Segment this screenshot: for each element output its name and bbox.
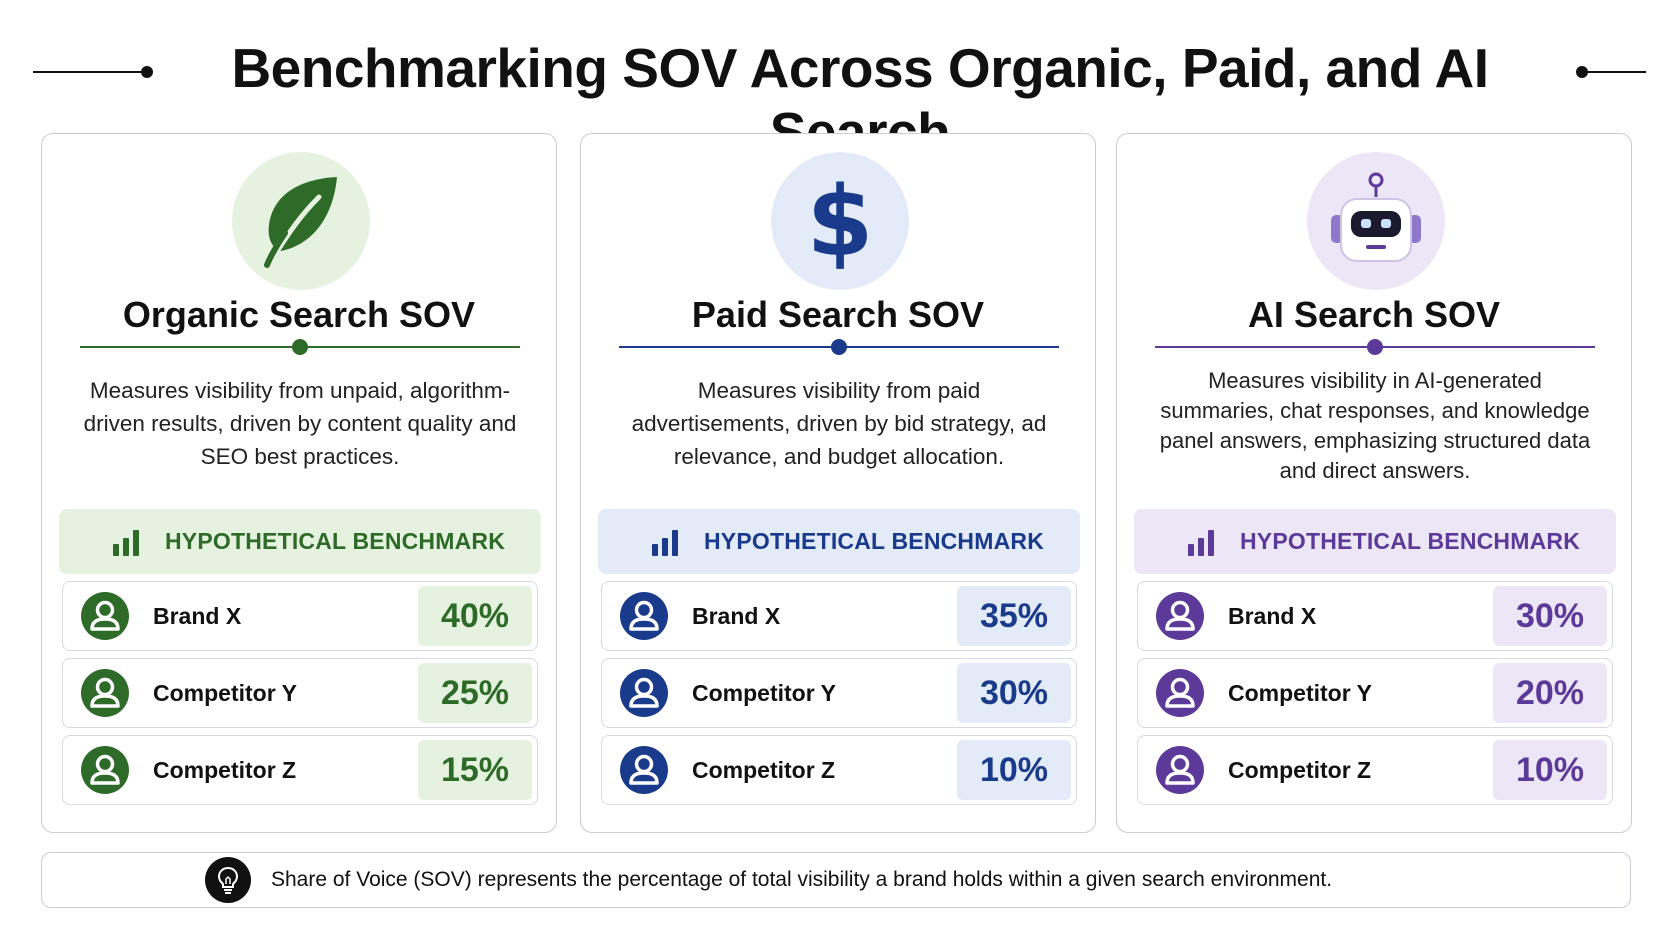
brand-label: Brand X xyxy=(1228,602,1317,629)
brand-label: Competitor Z xyxy=(153,756,297,783)
page-title: Benchmarking SOV Across Organic, Paid, a… xyxy=(231,37,1489,163)
ai-search-card: AI Search SOV Measures visibility in AI-… xyxy=(1116,133,1632,833)
title-row: Benchmarking SOV Across Organic, Paid, a… xyxy=(0,32,1672,163)
lightbulb-icon xyxy=(205,857,251,903)
benchmark-header: HYPOTHETICAL BENCHMARK xyxy=(598,509,1080,574)
brand-label: Brand X xyxy=(153,602,242,629)
footnote-box: Share of Voice (SOV) represents the perc… xyxy=(41,852,1631,908)
brand-label: Brand X xyxy=(692,602,781,629)
paid-icon-circle: $ xyxy=(771,152,909,290)
footnote-text: Share of Voice (SOV) represents the perc… xyxy=(271,868,1333,891)
user-icon xyxy=(81,592,129,640)
title-rule-left xyxy=(33,71,145,73)
brand-label: Competitor Y xyxy=(153,679,297,706)
user-icon xyxy=(1156,746,1204,794)
sov-value: 10% xyxy=(957,740,1071,800)
sov-value: 30% xyxy=(1493,586,1607,646)
sov-value: 40% xyxy=(418,586,532,646)
card-title: AI Search SOV xyxy=(1247,294,1501,335)
benchmark-header: HYPOTHETICAL BENCHMARK xyxy=(1134,509,1616,574)
benchmark-label: HYPOTHETICAL BENCHMARK xyxy=(1240,528,1581,554)
card-description: Measures visibility from paid advertisem… xyxy=(631,378,1047,469)
user-icon xyxy=(81,746,129,794)
bar-chart-icon xyxy=(640,515,694,569)
benchmark-row: Brand X 40% xyxy=(62,581,538,651)
robot-icon xyxy=(1321,171,1431,271)
benchmark-row: Competitor Z 10% xyxy=(601,735,1077,805)
bar-chart-icon xyxy=(101,515,155,569)
title-dot-left xyxy=(141,66,153,78)
user-icon xyxy=(620,746,668,794)
title-rule-right xyxy=(1582,71,1646,73)
card-title: Organic Search SOV xyxy=(122,294,476,335)
brand-label: Competitor Y xyxy=(1228,679,1372,706)
user-icon xyxy=(620,669,668,717)
user-icon xyxy=(81,669,129,717)
benchmark-label: HYPOTHETICAL BENCHMARK xyxy=(704,528,1045,554)
sov-value: 15% xyxy=(418,740,532,800)
user-icon xyxy=(620,592,668,640)
brand-label: Competitor Z xyxy=(692,756,836,783)
benchmark-label: HYPOTHETICAL BENCHMARK xyxy=(165,528,506,554)
sov-value: 30% xyxy=(957,663,1071,723)
brand-label: Competitor Y xyxy=(692,679,836,706)
benchmark-row: Brand X 35% xyxy=(601,581,1077,651)
organic-icon-circle xyxy=(232,152,370,290)
svg-text:$: $ xyxy=(807,171,874,271)
leaf-icon xyxy=(259,173,343,269)
sov-value: 20% xyxy=(1493,663,1607,723)
benchmark-row: Competitor Z 10% xyxy=(1137,735,1613,805)
card-divider-dot xyxy=(1367,339,1383,355)
ai-icon-circle xyxy=(1307,152,1445,290)
organic-search-card: Organic Search SOV Measures visibility f… xyxy=(41,133,557,833)
card-divider-dot xyxy=(292,339,308,355)
bar-chart-icon xyxy=(1176,515,1230,569)
sov-value: 10% xyxy=(1493,740,1607,800)
sov-value: 25% xyxy=(418,663,532,723)
benchmark-row: Competitor Y 30% xyxy=(601,658,1077,728)
user-icon xyxy=(1156,592,1204,640)
brand-label: Competitor Z xyxy=(1228,756,1372,783)
card-description: Measures visibility in AI-generated summ… xyxy=(1159,368,1591,483)
card-title: Paid Search SOV xyxy=(691,294,985,335)
card-description: Measures visibility from unpaid, algorit… xyxy=(83,378,517,469)
benchmark-row: Competitor Y 25% xyxy=(62,658,538,728)
card-divider-dot xyxy=(831,339,847,355)
sov-value: 35% xyxy=(957,586,1071,646)
dollar-icon: $ xyxy=(805,171,875,271)
benchmark-row: Competitor Z 15% xyxy=(62,735,538,805)
benchmark-row: Competitor Y 20% xyxy=(1137,658,1613,728)
user-icon xyxy=(1156,669,1204,717)
benchmark-row: Brand X 30% xyxy=(1137,581,1613,651)
paid-search-card: $ Paid Search SOV Measures visibility fr… xyxy=(580,133,1096,833)
benchmark-header: HYPOTHETICAL BENCHMARK xyxy=(59,509,541,574)
